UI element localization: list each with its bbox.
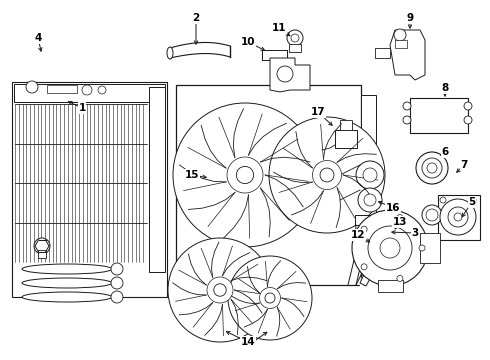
Ellipse shape: [22, 292, 112, 302]
Circle shape: [422, 158, 442, 178]
Circle shape: [173, 103, 317, 247]
Bar: [38, 250, 46, 258]
Ellipse shape: [22, 264, 112, 274]
Text: 10: 10: [241, 37, 255, 47]
Circle shape: [98, 86, 106, 94]
Circle shape: [265, 293, 275, 303]
Text: 13: 13: [393, 217, 407, 227]
Text: 17: 17: [311, 107, 325, 117]
Text: 16: 16: [386, 203, 400, 213]
Circle shape: [227, 157, 263, 193]
Circle shape: [422, 205, 442, 225]
Circle shape: [464, 116, 472, 124]
Circle shape: [207, 277, 233, 303]
Circle shape: [236, 166, 254, 184]
Bar: [375, 48, 390, 58]
Circle shape: [277, 66, 293, 82]
Polygon shape: [270, 58, 310, 92]
Circle shape: [397, 275, 403, 282]
Circle shape: [214, 284, 226, 296]
Text: 2: 2: [193, 13, 199, 23]
Circle shape: [426, 209, 438, 221]
Circle shape: [291, 34, 299, 42]
Circle shape: [397, 215, 403, 221]
Text: 4: 4: [34, 33, 42, 43]
Text: 11: 11: [272, 23, 286, 33]
Text: 9: 9: [406, 13, 414, 23]
Circle shape: [440, 197, 446, 203]
Bar: [378, 280, 403, 292]
Ellipse shape: [22, 278, 112, 288]
Circle shape: [287, 30, 303, 46]
Text: 7: 7: [460, 160, 467, 170]
Circle shape: [361, 264, 367, 270]
Bar: [438, 195, 480, 240]
Circle shape: [427, 163, 437, 173]
Circle shape: [464, 102, 472, 110]
Text: 5: 5: [468, 197, 476, 207]
Circle shape: [356, 161, 384, 189]
Bar: [355, 215, 390, 225]
Circle shape: [403, 102, 411, 110]
Bar: [176, 85, 361, 285]
Text: 8: 8: [441, 83, 449, 93]
Circle shape: [419, 245, 425, 251]
Circle shape: [416, 152, 448, 184]
Circle shape: [368, 226, 412, 270]
Circle shape: [320, 168, 334, 182]
Circle shape: [352, 210, 428, 286]
Circle shape: [470, 197, 476, 203]
Bar: [14, 84, 165, 102]
Circle shape: [380, 238, 400, 258]
Circle shape: [440, 199, 476, 235]
Text: 6: 6: [441, 147, 449, 157]
Ellipse shape: [167, 47, 173, 59]
Circle shape: [394, 29, 406, 41]
Circle shape: [111, 291, 123, 303]
Circle shape: [358, 188, 382, 212]
Bar: [426, 209, 438, 223]
Circle shape: [168, 238, 272, 342]
Bar: [149, 87, 165, 272]
Circle shape: [313, 161, 342, 189]
Text: 3: 3: [412, 228, 418, 238]
Circle shape: [364, 194, 376, 206]
Bar: [289, 44, 301, 52]
Circle shape: [363, 168, 377, 182]
Bar: [420, 233, 440, 263]
Bar: [12, 82, 167, 297]
Circle shape: [26, 81, 38, 93]
Bar: [410, 98, 468, 133]
Bar: [262, 50, 287, 60]
Circle shape: [82, 85, 92, 95]
PathPatch shape: [360, 218, 389, 286]
Bar: [335, 130, 357, 148]
Circle shape: [269, 117, 385, 233]
Bar: [47, 85, 77, 93]
Circle shape: [260, 288, 280, 309]
Bar: [361, 95, 376, 275]
Circle shape: [228, 256, 312, 340]
Circle shape: [448, 207, 468, 227]
Circle shape: [403, 116, 411, 124]
Text: 15: 15: [185, 170, 199, 180]
Polygon shape: [390, 30, 425, 80]
Circle shape: [454, 213, 462, 221]
Text: 14: 14: [241, 337, 255, 347]
Circle shape: [111, 263, 123, 275]
Circle shape: [361, 226, 367, 232]
Bar: [395, 40, 407, 48]
Bar: [340, 120, 352, 130]
Text: 1: 1: [78, 103, 86, 113]
Text: 12: 12: [351, 230, 365, 240]
Circle shape: [111, 277, 123, 289]
Circle shape: [34, 238, 50, 254]
